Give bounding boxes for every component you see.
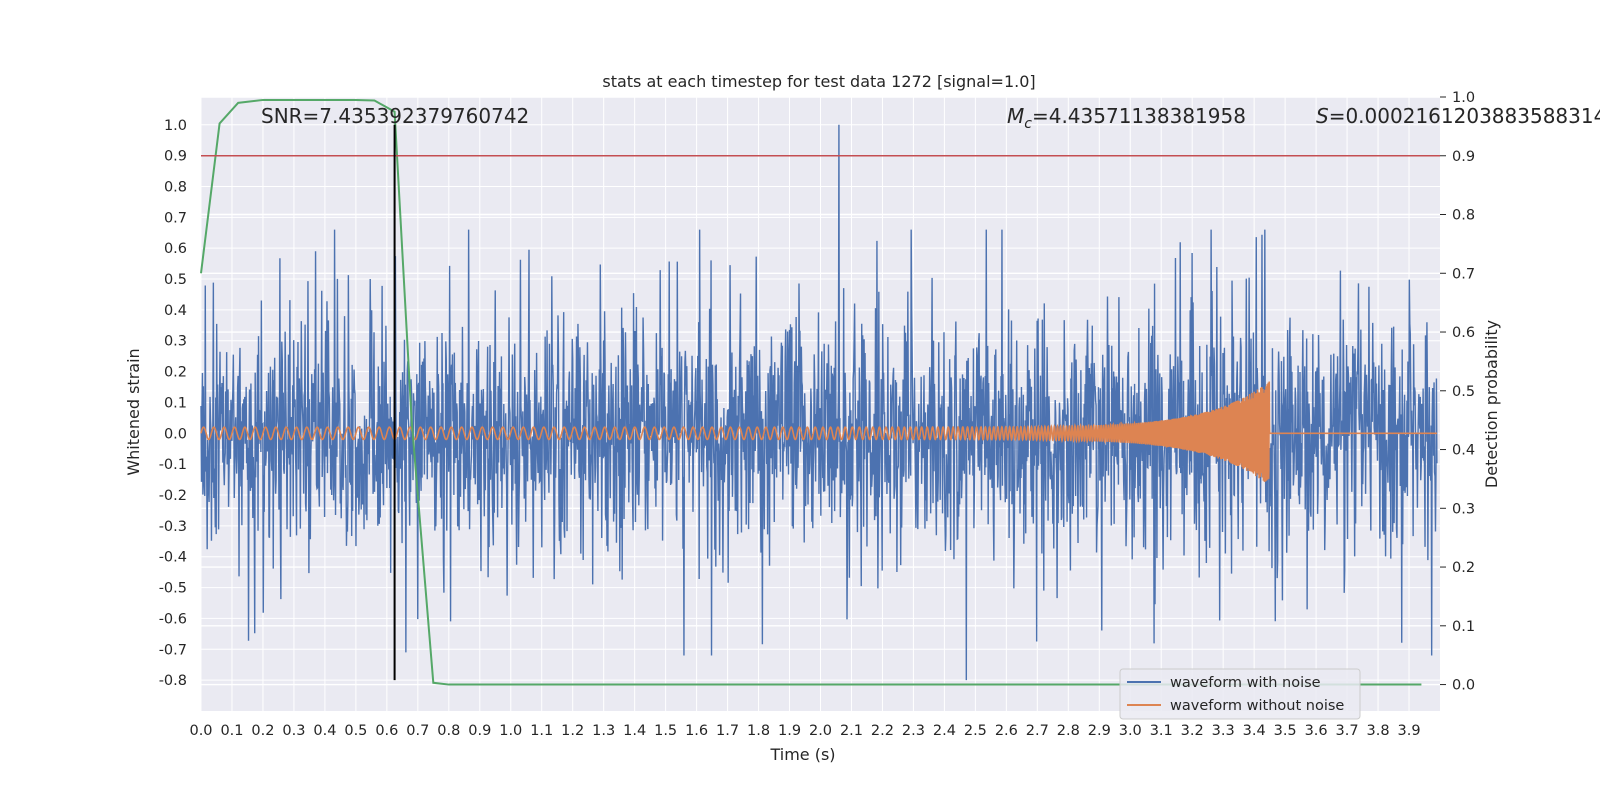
x-tick-label: 2.1 <box>840 723 863 739</box>
y-right-tick-label: 0.3 <box>1452 501 1475 517</box>
y-left-tick-label: -0.2 <box>159 488 187 504</box>
series-detection-probability <box>200 98 1422 686</box>
y-left-tick-label: 0.3 <box>164 334 187 350</box>
s-symbol: S <box>1316 104 1329 128</box>
x-tick-label: 3.1 <box>1150 723 1173 739</box>
legend-label-waveform-with-noise: waveform with noise <box>1170 675 1321 691</box>
y-left-tick-label: -0.4 <box>159 550 187 566</box>
y-left-tick-label: 0.8 <box>164 179 187 195</box>
x-tick-label: 2.0 <box>809 723 832 739</box>
x-tick-label: 0.1 <box>220 723 243 739</box>
x-tick-label: 0.3 <box>282 723 305 739</box>
y-left-tick-label: -0.5 <box>159 581 187 597</box>
left-y-axis-ticks: -0.8 -0.7 -0.6 -0.5 -0.4 -0.3 -0.2 -0.1 0.0 0.1 0.… <box>159 118 187 689</box>
y-left-tick-label: -0.7 <box>159 642 187 658</box>
y-right-tick-label: 0.7 <box>1452 266 1475 282</box>
x-tick-label: 1.4 <box>623 723 646 739</box>
y-left-tick-label: 0.6 <box>164 241 187 257</box>
x-tick-label: 1.0 <box>499 723 522 739</box>
x-tick-label: 3.6 <box>1305 723 1328 739</box>
x-tick-label: 0.5 <box>344 723 367 739</box>
x-tick-label: 2.2 <box>871 723 894 739</box>
legend-label-waveform-without-noise: waveform without noise <box>1170 698 1344 714</box>
y-left-tick-label: 0.0 <box>164 426 187 442</box>
x-tick-label: 1.9 <box>778 723 801 739</box>
x-tick-label: 1.3 <box>592 723 615 739</box>
x-tick-label: 2.9 <box>1088 723 1111 739</box>
x-tick-label: 3.5 <box>1274 723 1297 739</box>
y-left-tick-label: 0.1 <box>164 395 187 411</box>
chirp-mass-annotation: Mc=4.43571138381958 <box>1007 104 1246 132</box>
y-right-tick-label: 0.6 <box>1452 325 1475 341</box>
clean-waveform-line <box>200 381 1437 482</box>
noise-waveform-line <box>200 124 1438 681</box>
x-tick-label: 2.7 <box>1026 723 1049 739</box>
y-left-tick-label: 1.0 <box>164 118 187 134</box>
x-tick-label: 3.4 <box>1243 723 1266 739</box>
x-tick-label: 2.6 <box>995 723 1018 739</box>
s-annotation: S=0.00021612038835883141 <box>1316 104 1600 128</box>
x-tick-label: 0.2 <box>251 723 274 739</box>
x-tick-label: 3.0 <box>1119 723 1142 739</box>
series-waveform-without-noise <box>200 381 1437 482</box>
x-tick-label: 3.2 <box>1181 723 1204 739</box>
y-left-tick-label: 0.9 <box>164 149 187 165</box>
legend: waveform with noise waveform without noi… <box>1119 668 1361 720</box>
y-axis-left-label: Whitened strain <box>124 348 143 475</box>
x-tick-label: 0.8 <box>437 723 460 739</box>
x-tick-label: 3.3 <box>1212 723 1235 739</box>
x-tick-label: 3.9 <box>1397 723 1420 739</box>
y-right-tick-label: 0.9 <box>1452 149 1475 165</box>
y-axis-right-label: Detection probability <box>1482 320 1501 488</box>
x-tick-label: 0.9 <box>468 723 491 739</box>
x-tick-label: 2.5 <box>964 723 987 739</box>
x-axis-ticks: 0.0 0.1 0.2 0.3 0.4 0.5 0.6 0.7 0.8 0.9 1.0 1.1 1.2 1… <box>189 723 1420 739</box>
x-tick-label: 1.8 <box>747 723 770 739</box>
x-tick-label: 1.1 <box>530 723 553 739</box>
y-left-tick-label: -0.8 <box>159 673 187 689</box>
x-tick-label: 1.2 <box>561 723 584 739</box>
x-tick-label: 0.0 <box>189 723 212 739</box>
x-tick-label: 0.6 <box>375 723 398 739</box>
right-y-axis-ticks: 0.0 0.1 0.2 0.3 0.4 0.5 0.6 0.7 0.8 0.9 1.0 <box>1440 90 1475 694</box>
legend-box <box>1119 668 1361 720</box>
x-tick-label: 0.7 <box>406 723 429 739</box>
chirp-mass-symbol: M <box>1007 104 1024 128</box>
chirp-mass-subscript: c <box>1024 116 1032 132</box>
x-tick-label: 2.4 <box>933 723 956 739</box>
y-right-tick-label: 0.1 <box>1452 619 1475 635</box>
y-right-tick-label: 0.5 <box>1452 384 1475 400</box>
x-axis-label: Time (s) <box>769 745 835 764</box>
x-tick-label: 2.3 <box>902 723 925 739</box>
x-tick-label: 1.6 <box>685 723 708 739</box>
y-left-tick-label: -0.1 <box>159 457 187 473</box>
y-left-tick-label: 0.7 <box>164 210 187 226</box>
y-right-tick-label: 1.0 <box>1452 90 1475 106</box>
y-left-tick-label: 0.4 <box>164 303 187 319</box>
x-tick-label: 1.5 <box>654 723 677 739</box>
probability-line <box>200 98 1422 686</box>
series-waveform-with-noise <box>200 124 1438 681</box>
chirp-mass-value: =4.43571138381958 <box>1032 104 1246 128</box>
s-value: =0.00021612038835883141 <box>1329 104 1600 128</box>
x-tick-label: 3.7 <box>1336 723 1359 739</box>
y-left-tick-label: -0.6 <box>159 611 187 627</box>
y-left-tick-label: 0.2 <box>164 365 187 381</box>
x-tick-label: 1.7 <box>716 723 739 739</box>
x-tick-label: 2.8 <box>1057 723 1080 739</box>
x-tick-label: 0.4 <box>313 723 336 739</box>
y-left-tick-label: -0.3 <box>159 519 187 535</box>
y-right-tick-label: 0.0 <box>1452 678 1475 694</box>
y-right-tick-label: 0.8 <box>1452 208 1475 224</box>
chart-title: stats at each timestep for test data 127… <box>602 72 1035 91</box>
snr-annotation: SNR=7.435392379760742 <box>261 104 529 128</box>
x-tick-label: 3.8 <box>1367 723 1390 739</box>
y-right-tick-label: 0.2 <box>1452 560 1475 576</box>
y-left-tick-label: 0.5 <box>164 272 187 288</box>
y-right-tick-label: 0.4 <box>1452 443 1475 459</box>
